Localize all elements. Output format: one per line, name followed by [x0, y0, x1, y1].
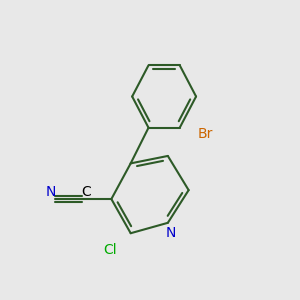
Text: N: N [166, 226, 176, 240]
Text: Cl: Cl [103, 243, 117, 256]
Text: Br: Br [197, 127, 213, 141]
Text: C: C [81, 184, 91, 199]
Text: N: N [45, 184, 56, 199]
